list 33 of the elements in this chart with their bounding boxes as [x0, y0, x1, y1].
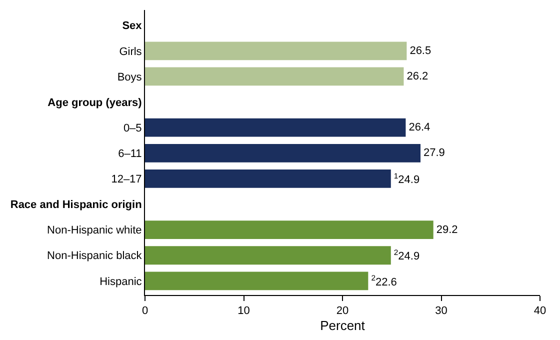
- y-tick-label: Sex: [122, 20, 143, 32]
- bar: [145, 144, 421, 162]
- data-label: 26.4: [408, 122, 430, 134]
- x-tick-label: 0: [142, 305, 148, 318]
- x-tick-label: 30: [435, 305, 448, 318]
- data-label: $^{1}$24.9: [394, 171, 420, 186]
- x-tick-label: 20: [336, 305, 349, 318]
- x-tick-label: 10: [238, 305, 250, 318]
- data-label: 29.2: [436, 224, 458, 236]
- bar: [145, 42, 407, 60]
- bar: [145, 67, 404, 86]
- y-tick-label: 0–5: [123, 122, 142, 134]
- bar: [145, 246, 391, 265]
- y-tick-label: Hispanic: [100, 276, 142, 288]
- y-tick-label: Age group (years): [48, 96, 142, 109]
- y-tick-label: Race and Hispanic origin: [10, 199, 142, 212]
- x-axis-title: Percent: [320, 318, 366, 333]
- y-tick-label: Boys: [117, 71, 142, 84]
- y-tick-label: Non-Hispanic black: [47, 250, 142, 262]
- y-tick-label: 12–17: [111, 174, 142, 186]
- bar: [145, 170, 391, 188]
- y-tick-label: Non-Hispanic white: [47, 224, 142, 237]
- data-label: $^{2}$22.6: [371, 274, 397, 288]
- data-label: $^{2}$24.9: [394, 248, 420, 263]
- bar: [145, 220, 434, 240]
- y-tick-label: Girls: [119, 46, 142, 58]
- bar: [145, 118, 406, 137]
- data-label: 26.2: [406, 70, 428, 82]
- x-tick-label: 40: [534, 305, 546, 318]
- bar: [145, 272, 368, 290]
- data-label: 27.9: [424, 147, 445, 160]
- data-label: 26.5: [410, 44, 432, 57]
- y-tick-label: 6–11: [118, 148, 142, 160]
